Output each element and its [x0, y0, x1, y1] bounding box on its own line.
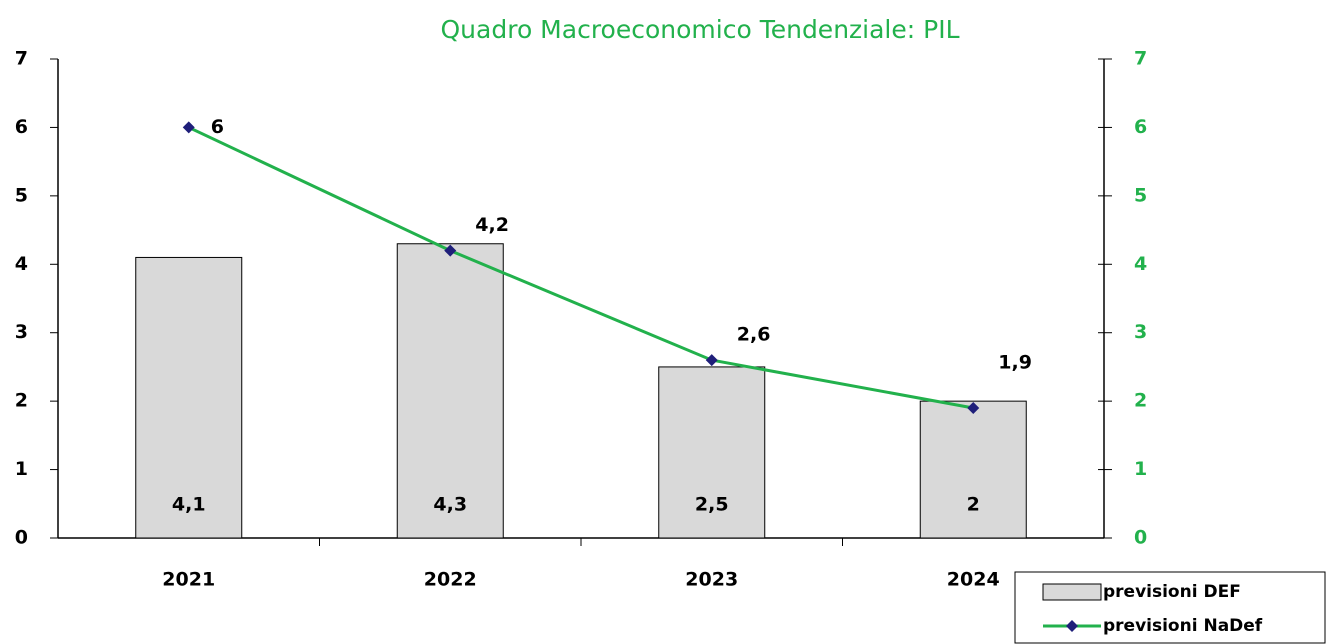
y-tick-label: 3 [15, 321, 28, 343]
legend-marker [1066, 620, 1078, 632]
marker [182, 121, 195, 134]
marker [705, 354, 718, 367]
y2-tick-label: 3 [1134, 321, 1147, 343]
x-tick-label: 2022 [424, 569, 477, 591]
legend-label: previsioni DEF [1103, 582, 1241, 602]
y2-tick-label: 6 [1134, 116, 1147, 138]
y-tick-label: 1 [15, 458, 28, 480]
y-tick-label: 5 [15, 184, 28, 206]
bar-label: 2,5 [695, 494, 729, 516]
legend-label: previsioni NaDef [1103, 616, 1263, 636]
y2-tick-label: 1 [1134, 458, 1147, 480]
line-label: 1,9 [998, 351, 1032, 373]
bar-label: 4,3 [433, 494, 467, 516]
bar-label: 4,1 [172, 494, 206, 516]
y-tick-label: 6 [15, 116, 28, 138]
legend-swatch [1042, 583, 1102, 601]
line-label: 6 [211, 116, 224, 138]
y2-tick-label: 5 [1134, 184, 1147, 206]
y2-tick-label: 2 [1134, 390, 1147, 412]
x-tick-label: 2024 [947, 569, 1000, 591]
y-tick-label: 7 [15, 48, 28, 70]
y2-tick-label: 4 [1134, 253, 1147, 275]
line-label: 4,2 [475, 214, 509, 236]
y-tick-label: 4 [15, 253, 28, 275]
line [188, 126, 974, 410]
bar-label: 2 [967, 494, 980, 516]
x-tick-label: 2021 [162, 569, 215, 591]
y-tick-label: 0 [15, 527, 28, 549]
y2-tick-label: 0 [1134, 527, 1147, 549]
line-label: 2,6 [737, 324, 771, 346]
chart-title: Quadro Macroeconomico Tendenziale: PIL [441, 15, 960, 44]
bar [919, 400, 1027, 539]
x-tick-label: 2023 [685, 569, 738, 591]
y2-tick-label: 7 [1134, 48, 1147, 70]
bar [396, 243, 504, 539]
bar [658, 366, 766, 539]
marker [444, 244, 457, 257]
y-tick-label: 2 [15, 390, 28, 412]
bar [135, 256, 243, 539]
marker [967, 401, 980, 414]
